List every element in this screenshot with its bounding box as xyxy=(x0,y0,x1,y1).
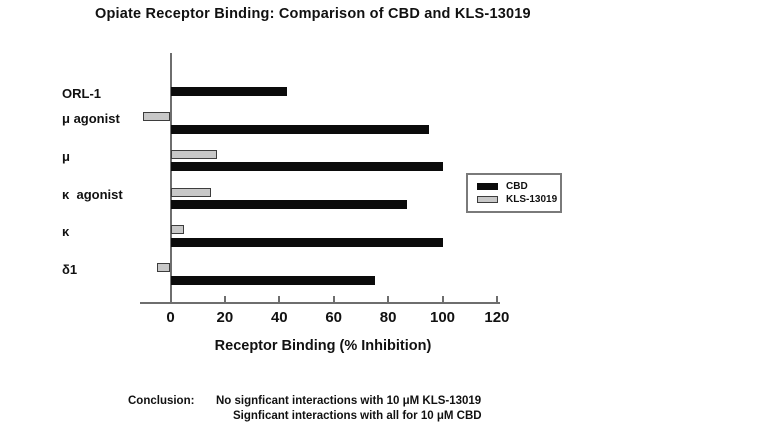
category-label-2: μ xyxy=(62,148,70,164)
x-tick-100 xyxy=(441,296,444,302)
x-tick-label-40: 40 xyxy=(270,309,288,326)
bar-kls-5 xyxy=(156,263,171,272)
x-tick-120 xyxy=(495,296,498,302)
bar-cbd-3 xyxy=(170,200,408,210)
x-axis-title: Receptor Binding (% Inhibition) xyxy=(214,338,432,354)
x-tick-label-0: 0 xyxy=(166,309,175,326)
x-tick-label-20: 20 xyxy=(216,309,234,326)
kls-swatch-icon xyxy=(477,196,498,203)
bar-cbd-5 xyxy=(170,275,375,285)
bar-cbd-4 xyxy=(170,237,443,247)
category-label-3: κ agonist xyxy=(62,186,123,202)
cbd-swatch-icon xyxy=(477,183,498,190)
bar-kls-3 xyxy=(170,187,212,197)
bar-cbd-2 xyxy=(170,162,443,172)
x-tick-label-60: 60 xyxy=(325,309,343,326)
category-label-4: κ xyxy=(62,224,70,240)
chart-title: Opiate Receptor Binding: Comparison of C… xyxy=(95,6,531,22)
bar-kls-4 xyxy=(170,225,185,235)
y-axis-line xyxy=(169,53,172,304)
category-label-0: ORL-1 xyxy=(62,86,101,101)
conclusion-line-1: No signficant interactions with 10 μM KL… xyxy=(216,395,482,407)
legend-item-kls: KLS-13019 xyxy=(477,193,560,205)
legend-label-kls: KLS-13019 xyxy=(506,193,558,205)
conclusion-block: Conclusion: No signficant interactions w… xyxy=(128,394,482,424)
x-tick-label-80: 80 xyxy=(379,309,397,326)
x-tick-20 xyxy=(223,296,226,302)
legend-label-cbd: CBD xyxy=(506,180,528,192)
x-tick-40 xyxy=(278,296,281,302)
category-label-5: δ1 xyxy=(62,262,78,277)
bar-cbd-1 xyxy=(170,124,429,134)
category-label-1: μ agonist xyxy=(62,111,120,127)
conclusion-label: Conclusion: xyxy=(128,395,195,407)
x-tick-80 xyxy=(387,296,390,302)
bar-kls-1 xyxy=(143,112,171,122)
x-tick-60 xyxy=(332,296,335,302)
conclusion-lines: No signficant interactions with 10 μM KL… xyxy=(216,394,482,424)
legend-item-cbd: CBD xyxy=(477,180,560,192)
bar-cbd-0 xyxy=(170,87,288,96)
legend-box: CBD KLS-13019 xyxy=(466,173,562,213)
bar-kls-2 xyxy=(170,149,217,159)
x-tick-label-100: 100 xyxy=(429,309,456,326)
conclusion-line-2: Signficant interactions with all for 10 … xyxy=(233,410,482,422)
x-axis-line xyxy=(140,302,500,304)
x-tick-label-120: 120 xyxy=(484,309,510,326)
